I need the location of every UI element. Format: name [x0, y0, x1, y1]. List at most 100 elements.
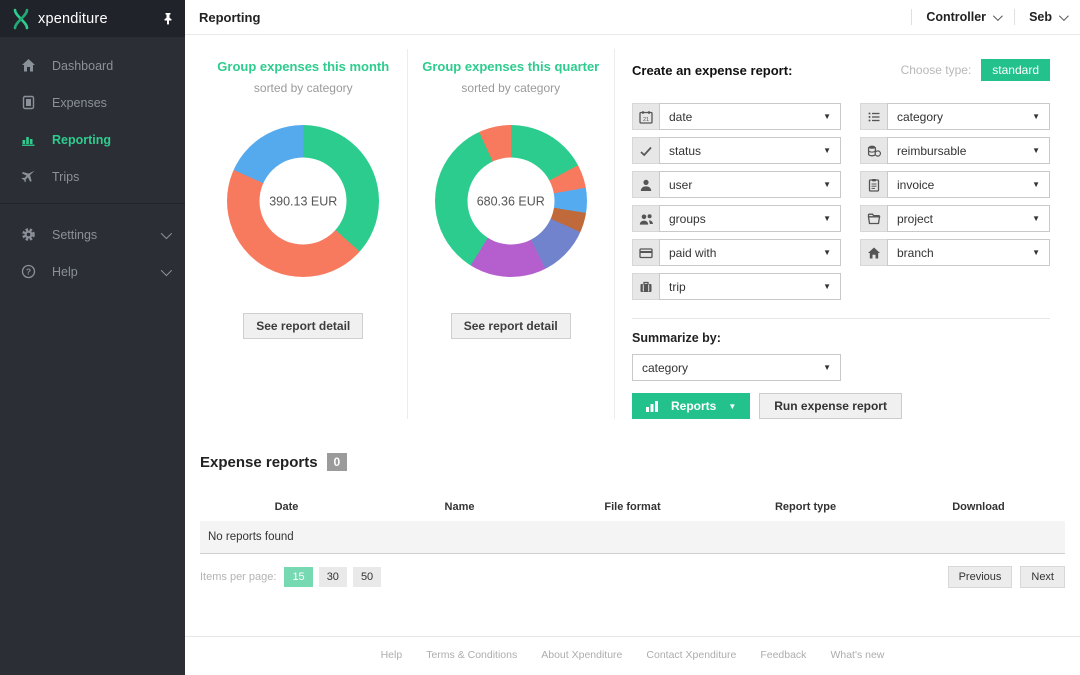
user-filter-dropdown[interactable]: user ▼: [632, 171, 841, 198]
sidebar-item-label: Trips: [52, 169, 80, 184]
caret-down-icon: ▼: [823, 112, 831, 121]
caret-down-icon: ▼: [1032, 214, 1040, 223]
run-expense-report-button[interactable]: Run expense report: [759, 393, 902, 419]
footer-link-help[interactable]: Help: [380, 649, 403, 661]
caret-down-icon: ▼: [823, 248, 831, 257]
caret-down-icon: ▼: [823, 282, 831, 291]
dropdown-value: invoice ▼: [887, 171, 1050, 198]
sidebar: xpenditure Dashboard Expenses: [0, 0, 185, 675]
pin-icon[interactable]: [163, 12, 173, 26]
user-menu[interactable]: Seb: [1029, 10, 1069, 24]
dropdown-value: branch ▼: [887, 239, 1050, 266]
category-filter-dropdown[interactable]: category ▼: [860, 103, 1050, 130]
summarize-by-dropdown[interactable]: category ▼: [632, 354, 841, 381]
user-menu-label: Seb: [1029, 10, 1052, 24]
caret-down-icon: ▼: [1032, 180, 1040, 189]
dropdown-value: trip ▼: [659, 273, 841, 300]
invoice-filter-dropdown[interactable]: invoice ▼: [860, 171, 1050, 198]
items-per-page-30-button[interactable]: 30: [318, 567, 347, 587]
reports-table: Date Name File format Report type Downlo…: [200, 493, 1065, 554]
caret-down-icon: ▼: [1032, 248, 1040, 257]
folder-icon: [860, 205, 887, 232]
svg-text:21: 21: [643, 117, 649, 123]
footer-link-terms[interactable]: Terms & Conditions: [426, 649, 518, 661]
column-header-report-type: Report type: [774, 501, 837, 513]
sidebar-secondary-group: Settings ? Help: [0, 203, 185, 290]
branch-filter-dropdown[interactable]: branch ▼: [860, 239, 1050, 266]
caret-down-icon: ▼: [823, 146, 831, 155]
column-header-download: Download: [952, 501, 1005, 513]
reports-menu-button[interactable]: Reports ▼: [632, 393, 751, 419]
caret-down-icon: ▼: [823, 214, 831, 223]
header-divider: [1014, 9, 1016, 25]
suitcase-icon: [632, 273, 659, 300]
report-type-standard-button[interactable]: standard: [981, 59, 1050, 81]
role-menu[interactable]: Controller: [926, 10, 1003, 24]
list-icon: [860, 103, 887, 130]
top-header: Reporting Controller Seb: [185, 0, 1080, 35]
paid-with-filter-dropdown[interactable]: paid with ▼: [632, 239, 841, 266]
chevron-down-icon: [993, 10, 1003, 21]
donut-hole: 680.36 EUR: [467, 157, 555, 245]
clipboard-icon: [860, 171, 887, 198]
filter-column-right: category ▼ reimbursable ▼ in: [860, 103, 1050, 300]
dropdown-label: groups: [669, 211, 706, 226]
sidebar-item-trips[interactable]: Trips: [0, 158, 185, 195]
pager-nav-buttons: Previous Next: [947, 566, 1065, 588]
date-filter-dropdown[interactable]: 21 date ▼: [632, 103, 841, 130]
dropdown-label: status: [669, 143, 702, 158]
chart-panel-quarter: Group expenses this quarter sorted by ca…: [408, 49, 615, 419]
items-per-page-label: Items per page:: [200, 571, 277, 583]
project-filter-dropdown[interactable]: project ▼: [860, 205, 1050, 232]
chevron-down-icon: [160, 264, 173, 276]
donut-chart-month: 390.13 EUR: [227, 125, 380, 277]
sidebar-item-settings[interactable]: Settings: [0, 216, 185, 253]
reimbursable-filter-dropdown[interactable]: reimbursable ▼: [860, 137, 1050, 164]
status-filter-dropdown[interactable]: status ▼: [632, 137, 841, 164]
sidebar-item-reporting[interactable]: Reporting: [0, 121, 185, 158]
dropdown-value: groups ▼: [659, 205, 841, 232]
gear-icon: [22, 228, 35, 241]
next-page-button[interactable]: Next: [1020, 566, 1065, 588]
sidebar-item-help[interactable]: ? Help: [0, 253, 185, 290]
groups-filter-dropdown[interactable]: groups ▼: [632, 205, 841, 232]
sidebar-item-label: Reporting: [52, 132, 112, 147]
svg-text:?: ?: [26, 267, 31, 277]
caret-down-icon: ▼: [728, 401, 737, 411]
app-logo-text: xpenditure: [38, 10, 108, 27]
dropdown-label: reimbursable: [897, 143, 967, 158]
dropdown-value: date ▼: [659, 103, 841, 130]
help-icon: ?: [21, 264, 36, 279]
footer-link-about[interactable]: About Xpenditure: [541, 649, 623, 661]
coins-icon: [860, 137, 887, 164]
dropdown-value: project ▼: [887, 205, 1050, 232]
previous-page-button[interactable]: Previous: [947, 566, 1013, 588]
dropdown-value: user ▼: [659, 171, 841, 198]
dropdown-label: date: [669, 109, 693, 124]
sidebar-header: xpenditure: [0, 0, 185, 37]
sidebar-item-dashboard[interactable]: Dashboard: [0, 47, 185, 84]
expense-reports-header: Expense reports 0: [200, 453, 1065, 471]
footer: Help Terms & Conditions About Xpenditure…: [185, 636, 1080, 675]
form-divider: [632, 318, 1050, 319]
reports-count-badge: 0: [326, 453, 348, 471]
see-report-detail-button[interactable]: See report detail: [243, 313, 364, 339]
sidebar-item-expenses[interactable]: Expenses: [0, 84, 185, 121]
footer-link-whats-new[interactable]: What's new: [830, 649, 885, 661]
credit-card-icon: [632, 239, 659, 266]
dropdown-label: invoice: [897, 177, 935, 192]
items-per-page-50-button[interactable]: 50: [352, 567, 382, 587]
home-icon: [22, 59, 35, 72]
items-per-page-15-button[interactable]: 15: [284, 567, 313, 587]
footer-link-contact[interactable]: Contact Xpenditure: [646, 649, 737, 661]
donut-total-label: 680.36 EUR: [476, 194, 545, 208]
form-header: Create an expense report: Choose type: s…: [632, 59, 1050, 81]
footer-link-feedback[interactable]: Feedback: [760, 649, 807, 661]
trip-filter-dropdown[interactable]: trip ▼: [632, 273, 841, 300]
dropdown-value: category ▼: [887, 103, 1050, 130]
dropdown-value: status ▼: [659, 137, 841, 164]
chart-subtitle: sorted by category: [253, 81, 353, 95]
xpenditure-logo-icon: [13, 8, 29, 29]
dropdown-label: project: [897, 211, 934, 226]
see-report-detail-button[interactable]: See report detail: [450, 313, 571, 339]
